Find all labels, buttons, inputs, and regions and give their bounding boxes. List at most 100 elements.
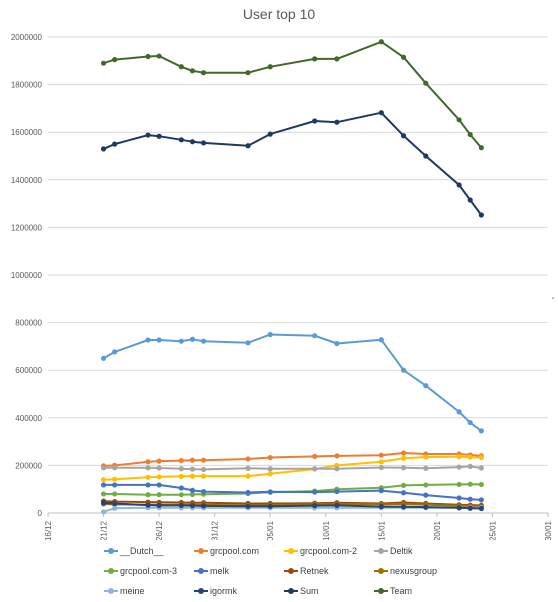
data-point: [456, 453, 462, 460]
data-point: [378, 452, 384, 458]
data-point: [156, 492, 162, 498]
x-tick-label: 26/12: [155, 520, 164, 540]
data-point: [156, 133, 162, 139]
data-point: [478, 428, 484, 434]
x-tick-label: 10/01: [322, 520, 331, 540]
legend-row: meine igormk Sum Team: [104, 581, 464, 601]
legend-item: Retnek: [284, 566, 374, 576]
data-point: [400, 367, 407, 373]
data-point: [400, 450, 407, 456]
data-point: [456, 409, 462, 415]
legend-label: nexusgroup: [390, 566, 438, 576]
data-point: [200, 466, 207, 473]
data-point: [378, 464, 384, 471]
data-point: [467, 505, 473, 511]
data-point: [100, 477, 107, 483]
data-point: [400, 465, 407, 471]
legend-item: grcpool.com-3: [104, 566, 194, 576]
legend-swatch: [104, 587, 118, 595]
chart-title: User top 10: [242, 6, 316, 22]
data-point: [145, 482, 151, 488]
data-point: [156, 502, 162, 508]
plot-area: 0 200000 400000 600000 800000 1000000 1200000 1…: [11, 33, 553, 540]
legend-label: Deltik: [390, 546, 413, 556]
data-point: [189, 457, 196, 463]
data-point: [400, 482, 407, 488]
legend-swatch: [104, 567, 118, 575]
data-point: [423, 492, 429, 498]
data-point: [200, 140, 207, 146]
legend-label: grcpool.com-2: [300, 546, 358, 556]
legend-label: grcpool.com-3: [120, 566, 178, 576]
data-point: [378, 337, 384, 343]
data-point: [200, 70, 207, 76]
data-point: [312, 503, 318, 509]
data-point: [478, 497, 484, 503]
y-tick-label: 1600000: [11, 128, 43, 137]
data-point: [100, 465, 107, 471]
legend-row: __Dutch__ grcpool.com grcpool.com-2 Deltik: [104, 541, 464, 561]
data-point: [145, 492, 151, 498]
data-point: [400, 490, 407, 496]
data-point: [400, 133, 407, 139]
data-point: [478, 212, 484, 218]
legend-swatch: [374, 547, 388, 555]
data-point: [334, 340, 340, 347]
data-point: [456, 481, 462, 488]
data-point: [467, 131, 473, 138]
legend-label: igormk: [210, 586, 238, 596]
data-point: [245, 70, 251, 76]
legend-swatch: [104, 547, 118, 555]
data-point: [112, 141, 118, 147]
data-point: [112, 465, 118, 471]
data-point: [245, 456, 251, 462]
data-point: [478, 465, 484, 471]
data-point: [312, 118, 318, 124]
data-point: [467, 197, 473, 203]
data-point: [423, 153, 429, 159]
data-point: [478, 145, 484, 151]
data-point: [456, 182, 462, 188]
data-point: [312, 489, 318, 495]
data-point: [456, 505, 462, 511]
data-point: [112, 500, 118, 507]
data-point: [112, 505, 118, 511]
data-point: [478, 505, 484, 512]
data-point: [100, 146, 107, 152]
data-point: [378, 110, 384, 116]
data-point: [378, 459, 384, 465]
data-point: [245, 489, 251, 496]
legend-item: nexusgroup: [374, 566, 464, 576]
chart-legend: __Dutch__ grcpool.com grcpool.com-2 Deltik g…: [104, 541, 464, 601]
legend-row: grcpool.com-3 melk Retnek nexusgroup: [104, 561, 464, 581]
data-point: [467, 481, 473, 487]
series-line: [103, 111, 483, 216]
data-point: [334, 453, 340, 459]
data-point: [378, 39, 384, 45]
x-tick-label: 21/12: [100, 520, 109, 540]
data-point: [178, 485, 184, 491]
legend-label: grcpool.com: [210, 546, 260, 556]
legend-item: meine: [104, 586, 194, 596]
data-point: [189, 336, 196, 342]
data-point: [145, 337, 151, 343]
data-point: [178, 137, 184, 143]
data-point: [178, 458, 184, 464]
y-tick-label: 800000: [15, 319, 42, 328]
data-point: [267, 489, 273, 495]
data-point: [378, 503, 384, 510]
data-point: [478, 481, 484, 488]
data-point: [334, 466, 340, 472]
data-point: [100, 491, 107, 497]
data-point: [267, 471, 273, 477]
legend-item: grcpool.com: [194, 546, 284, 556]
data-point: [400, 455, 407, 461]
data-point: [178, 473, 184, 479]
data-point: [423, 504, 429, 510]
data-point: [189, 68, 196, 74]
x-tick-label: 31/12: [211, 520, 220, 540]
data-point: [189, 139, 196, 145]
data-point: [334, 119, 340, 125]
legend-swatch: [374, 567, 388, 575]
